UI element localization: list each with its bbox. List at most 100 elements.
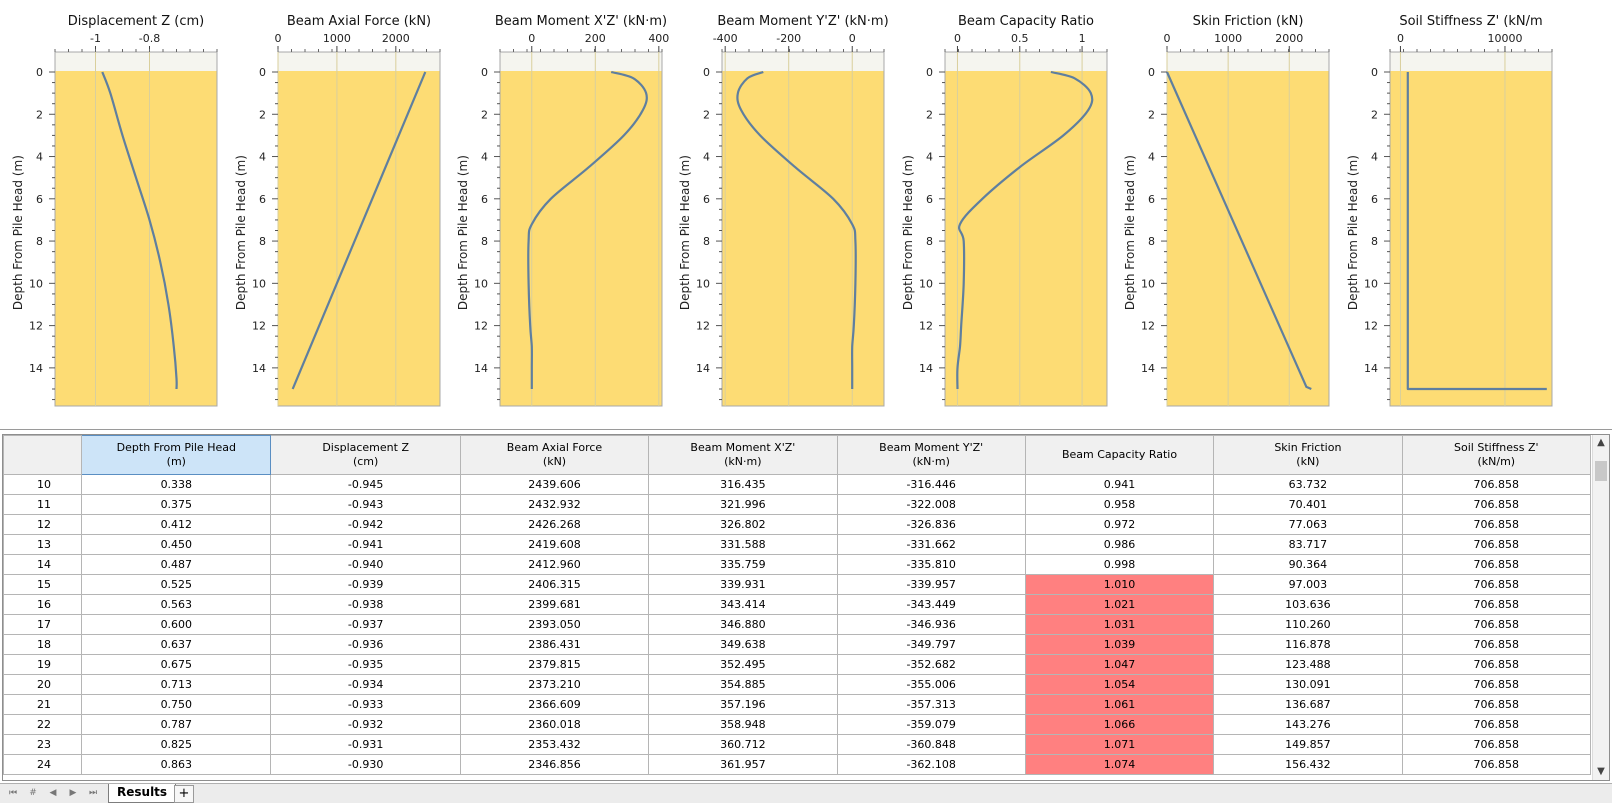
table-cell[interactable]: 103.636 [1213,594,1403,615]
table-cell[interactable]: -360.848 [836,734,1026,755]
table-cell[interactable]: -362.108 [836,754,1026,775]
table-cell[interactable]: 339.931 [648,574,838,595]
table-cell[interactable]: -0.945 [270,474,461,495]
table-cell[interactable]: 706.858 [1401,734,1592,755]
scroll-up-icon[interactable]: ▲ [1597,437,1605,448]
table-cell[interactable]: -0.940 [270,554,461,575]
table-cell[interactable]: -0.942 [270,514,461,535]
row-number[interactable]: 19 [3,654,83,675]
table-cell[interactable]: 706.858 [1401,674,1592,695]
table-cell[interactable]: 2439.606 [459,474,650,495]
table-cell[interactable]: 0.958 [1024,494,1215,515]
table-cell[interactable]: 2379.815 [459,654,650,675]
table-cell[interactable]: -0.943 [270,494,461,515]
results-grid[interactable]: Depth From Pile Head (m) Displacement Z (cm… [2,434,1610,781]
table-cell[interactable]: 706.858 [1401,554,1592,575]
table-cell[interactable]: 2399.681 [459,594,650,615]
table-cell[interactable]: 1.074 [1024,754,1215,775]
table-cell[interactable]: 1.031 [1024,614,1215,635]
table-cell[interactable]: 706.858 [1401,474,1592,495]
table-cell[interactable]: 2366.609 [459,694,650,715]
table-cell[interactable]: -0.931 [270,734,461,755]
table-cell[interactable]: -343.449 [836,594,1026,615]
scrollbar-thumb[interactable] [1595,461,1607,481]
table-cell[interactable]: 0.750 [81,694,272,715]
table-cell[interactable]: 316.435 [648,474,838,495]
row-number[interactable]: 18 [3,634,83,655]
column-header[interactable]: Beam Moment Y'Z' (kN·m) [836,435,1026,475]
table-cell[interactable]: 321.996 [648,494,838,515]
table-cell[interactable]: 706.858 [1401,574,1592,595]
last-sheet-icon[interactable]: ⏭ [88,788,98,798]
table-cell[interactable]: -322.008 [836,494,1026,515]
prev-sheet-icon[interactable]: ◀ [49,788,57,798]
table-cell[interactable]: 1.010 [1024,574,1215,595]
table-cell[interactable]: -349.797 [836,634,1026,655]
table-cell[interactable]: 2393.050 [459,614,650,635]
table-cell[interactable]: 1.054 [1024,674,1215,695]
table-cell[interactable]: 149.857 [1213,734,1403,755]
table-cell[interactable]: 83.717 [1213,534,1403,555]
table-cell[interactable]: 335.759 [648,554,838,575]
table-cell[interactable]: -0.933 [270,694,461,715]
table-cell[interactable]: 706.858 [1401,534,1592,555]
scroll-down-icon[interactable]: ▼ [1597,766,1605,777]
table-cell[interactable]: 0.713 [81,674,272,695]
table-cell[interactable]: 63.732 [1213,474,1403,495]
table-cell[interactable]: 143.276 [1213,714,1403,735]
row-number[interactable]: 11 [3,494,83,515]
column-header[interactable]: Skin Friction (kN) [1213,435,1403,475]
row-number[interactable]: 13 [3,534,83,555]
table-cell[interactable]: -0.930 [270,754,461,775]
table-cell[interactable]: 0.412 [81,514,272,535]
table-cell[interactable]: 2432.932 [459,494,650,515]
table-cell[interactable]: 110.260 [1213,614,1403,635]
table-cell[interactable]: 0.338 [81,474,272,495]
column-header[interactable]: Beam Axial Force (kN) [459,435,650,475]
row-number[interactable]: 15 [3,574,83,595]
column-header[interactable]: Soil Stiffness Z' (kN/m) [1401,435,1592,475]
table-cell[interactable]: 706.858 [1401,594,1592,615]
table-cell[interactable]: 357.196 [648,694,838,715]
table-cell[interactable]: -335.810 [836,554,1026,575]
table-cell[interactable]: -331.662 [836,534,1026,555]
table-cell[interactable]: -316.446 [836,474,1026,495]
row-header-corner[interactable] [3,435,83,475]
table-cell[interactable]: -346.936 [836,614,1026,635]
row-number[interactable]: 23 [3,734,83,755]
table-cell[interactable]: 1.071 [1024,734,1215,755]
table-cell[interactable]: 706.858 [1401,634,1592,655]
table-cell[interactable]: 1.061 [1024,694,1215,715]
table-cell[interactable]: 0.986 [1024,534,1215,555]
sheet-number-icon[interactable]: # [29,788,37,798]
column-header[interactable]: Beam Moment X'Z' (kN·m) [648,435,838,475]
table-cell[interactable]: -359.079 [836,714,1026,735]
table-cell[interactable]: 360.712 [648,734,838,755]
table-cell[interactable]: -0.934 [270,674,461,695]
table-cell[interactable]: 2406.315 [459,574,650,595]
table-cell[interactable]: 2373.210 [459,674,650,695]
table-cell[interactable]: 97.003 [1213,574,1403,595]
table-cell[interactable]: -0.938 [270,594,461,615]
table-cell[interactable]: 2412.960 [459,554,650,575]
table-cell[interactable]: 0.675 [81,654,272,675]
table-cell[interactable]: 706.858 [1401,754,1592,775]
table-cell[interactable]: 2426.268 [459,514,650,535]
table-cell[interactable]: 706.858 [1401,654,1592,675]
column-header[interactable]: Beam Capacity Ratio [1024,435,1215,475]
row-number[interactable]: 21 [3,694,83,715]
table-cell[interactable]: 0.600 [81,614,272,635]
first-sheet-icon[interactable]: ⏮ [8,788,18,798]
row-number[interactable]: 22 [3,714,83,735]
table-cell[interactable]: -0.941 [270,534,461,555]
table-cell[interactable]: -0.932 [270,714,461,735]
vertical-scrollbar[interactable]: ▲ ▼ [1592,435,1609,780]
row-number[interactable]: 14 [3,554,83,575]
table-cell[interactable]: 156.432 [1213,754,1403,775]
row-number[interactable]: 16 [3,594,83,615]
row-number[interactable]: 17 [3,614,83,635]
table-cell[interactable]: 346.880 [648,614,838,635]
table-cell[interactable]: 130.091 [1213,674,1403,695]
sheet-tab-results[interactable]: Results [108,784,177,803]
column-header[interactable]: Depth From Pile Head (m) [81,435,272,475]
